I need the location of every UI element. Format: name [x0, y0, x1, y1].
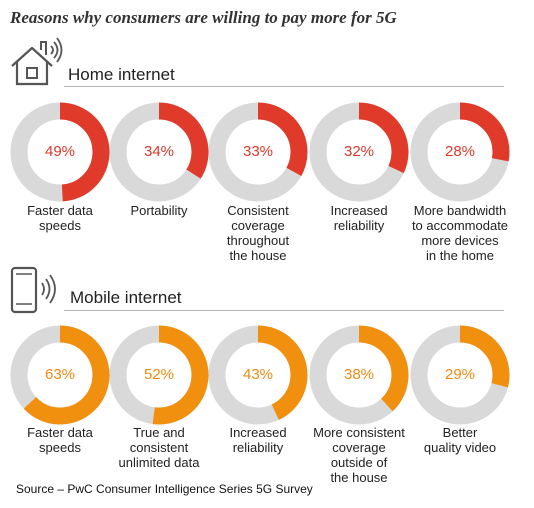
home-category-line: Faster data: [27, 203, 93, 218]
home-category-line: coverage: [231, 218, 285, 233]
home-donut-svg-4: [309, 102, 409, 202]
home-category-label-5: More bandwidth to accommodate more devices…: [400, 203, 520, 263]
chart-title: Reasons why consumers are willing to pay…: [10, 8, 397, 27]
home-donut-arc-1: [10, 102, 110, 202]
mobile-donut-value-5: 29%: [444, 366, 476, 383]
home-category-line: speeds: [39, 218, 81, 233]
mobile-donut-arc-2: [109, 325, 209, 425]
mobile-category-label-1: Faster data speeds: [0, 425, 120, 455]
home-category-line: to accommodate: [411, 218, 509, 233]
home-category-line: Portability: [130, 203, 188, 218]
mobile-donut-1: 63%: [10, 325, 110, 425]
mobile-category-line: unlimited data: [118, 455, 200, 470]
home-category-label-1: Faster data speeds: [0, 203, 120, 233]
home-category-label-2: Portability: [99, 203, 219, 218]
home-section-divider: [64, 86, 504, 87]
mobile-donut-value-4: 38%: [343, 366, 375, 383]
home-donut-arc-3: [208, 102, 308, 202]
mobile-category-line: Better: [442, 425, 478, 440]
home-category-line: in the home: [426, 248, 494, 263]
mobile-category-label-2: True and consistent unlimited data: [99, 425, 219, 470]
mobile-category-line: outside of: [330, 455, 388, 470]
home-category-label-3: Consistent coverage throughout the house: [198, 203, 318, 263]
home-donut-4: 32%: [309, 102, 409, 202]
home-donut-3: 33%: [208, 102, 308, 202]
home-donut-value-3: 33%: [242, 143, 274, 160]
home-donut-value-1: 49%: [44, 143, 76, 160]
mobile-section-label: Mobile internet: [70, 288, 182, 307]
mobile-donut-arc-4: [309, 325, 409, 425]
house-wifi-icon: [11, 37, 63, 86]
mobile-donut-arc-3: [208, 325, 308, 425]
mobile-category-line: reliability: [232, 440, 284, 455]
mobile-donut-arc-1: [10, 325, 110, 425]
mobile-donut-value-2: 52%: [143, 366, 175, 383]
mobile-donut-3: 43%: [208, 325, 308, 425]
mobile-category-line: speeds: [39, 440, 81, 455]
home-category-line: throughout: [226, 233, 290, 248]
home-category-line: Increased: [330, 203, 388, 218]
mobile-donut-value-1: 63%: [44, 366, 76, 383]
mobile-donut-arc-5: [410, 325, 510, 425]
mobile-donut-5: 29%: [410, 325, 510, 425]
mobile-donut-svg-4: [309, 325, 409, 425]
home-donut-svg-5: [410, 102, 510, 202]
home-donut-1: 49%: [10, 102, 110, 202]
mobile-donut-svg-1: [10, 325, 110, 425]
mobile-category-line: quality video: [423, 440, 497, 455]
source-note: Source – PwC Consumer Intelligence Serie…: [16, 482, 313, 496]
mobile-category-line: consistent: [129, 440, 189, 455]
mobile-donut-svg-2: [109, 325, 209, 425]
mobile-donut-value-3: 43%: [242, 366, 274, 383]
mobile-category-line: Faster data: [27, 425, 93, 440]
home-donut-svg-2: [109, 102, 209, 202]
home-category-line: reliability: [333, 218, 385, 233]
home-donut-value-5: 28%: [444, 143, 476, 160]
home-donut-value-4: 32%: [343, 143, 375, 160]
mobile-section-divider: [64, 310, 504, 311]
home-donut-arc-4: [309, 102, 409, 202]
home-section-label: Home internet: [68, 65, 175, 84]
mobile-donut-svg-5: [410, 325, 510, 425]
home-category-line: Consistent: [227, 203, 289, 218]
home-donut-5: 28%: [410, 102, 510, 202]
mobile-category-line: coverage: [332, 440, 386, 455]
home-category-line: more devices: [421, 233, 499, 248]
home-donut-svg-1: [10, 102, 110, 202]
mobile-category-line: True and: [133, 425, 185, 440]
home-donut-2: 34%: [109, 102, 209, 202]
mobile-category-line: the house: [330, 470, 388, 485]
home-donut-value-2: 34%: [143, 143, 175, 160]
mobile-donut-2: 52%: [109, 325, 209, 425]
home-donut-arc-2: [109, 102, 209, 202]
home-category-label-4: Increased reliability: [299, 203, 419, 233]
mobile-category-label-5: Better quality video: [400, 425, 520, 455]
mobile-donut-svg-3: [208, 325, 308, 425]
mobile-category-line: More consistent: [313, 425, 405, 440]
home-category-line: More bandwidth: [413, 203, 507, 218]
smartphone-wifi-icon: [10, 266, 56, 314]
mobile-category-label-3: Increased reliability: [198, 425, 318, 455]
home-category-line: the house: [229, 248, 287, 263]
home-donut-arc-5: [410, 102, 510, 202]
home-donut-svg-3: [208, 102, 308, 202]
mobile-category-line: Increased: [229, 425, 287, 440]
mobile-donut-4: 38%: [309, 325, 409, 425]
mobile-category-label-4: More consistent coverage outside of the hou…: [299, 425, 419, 485]
